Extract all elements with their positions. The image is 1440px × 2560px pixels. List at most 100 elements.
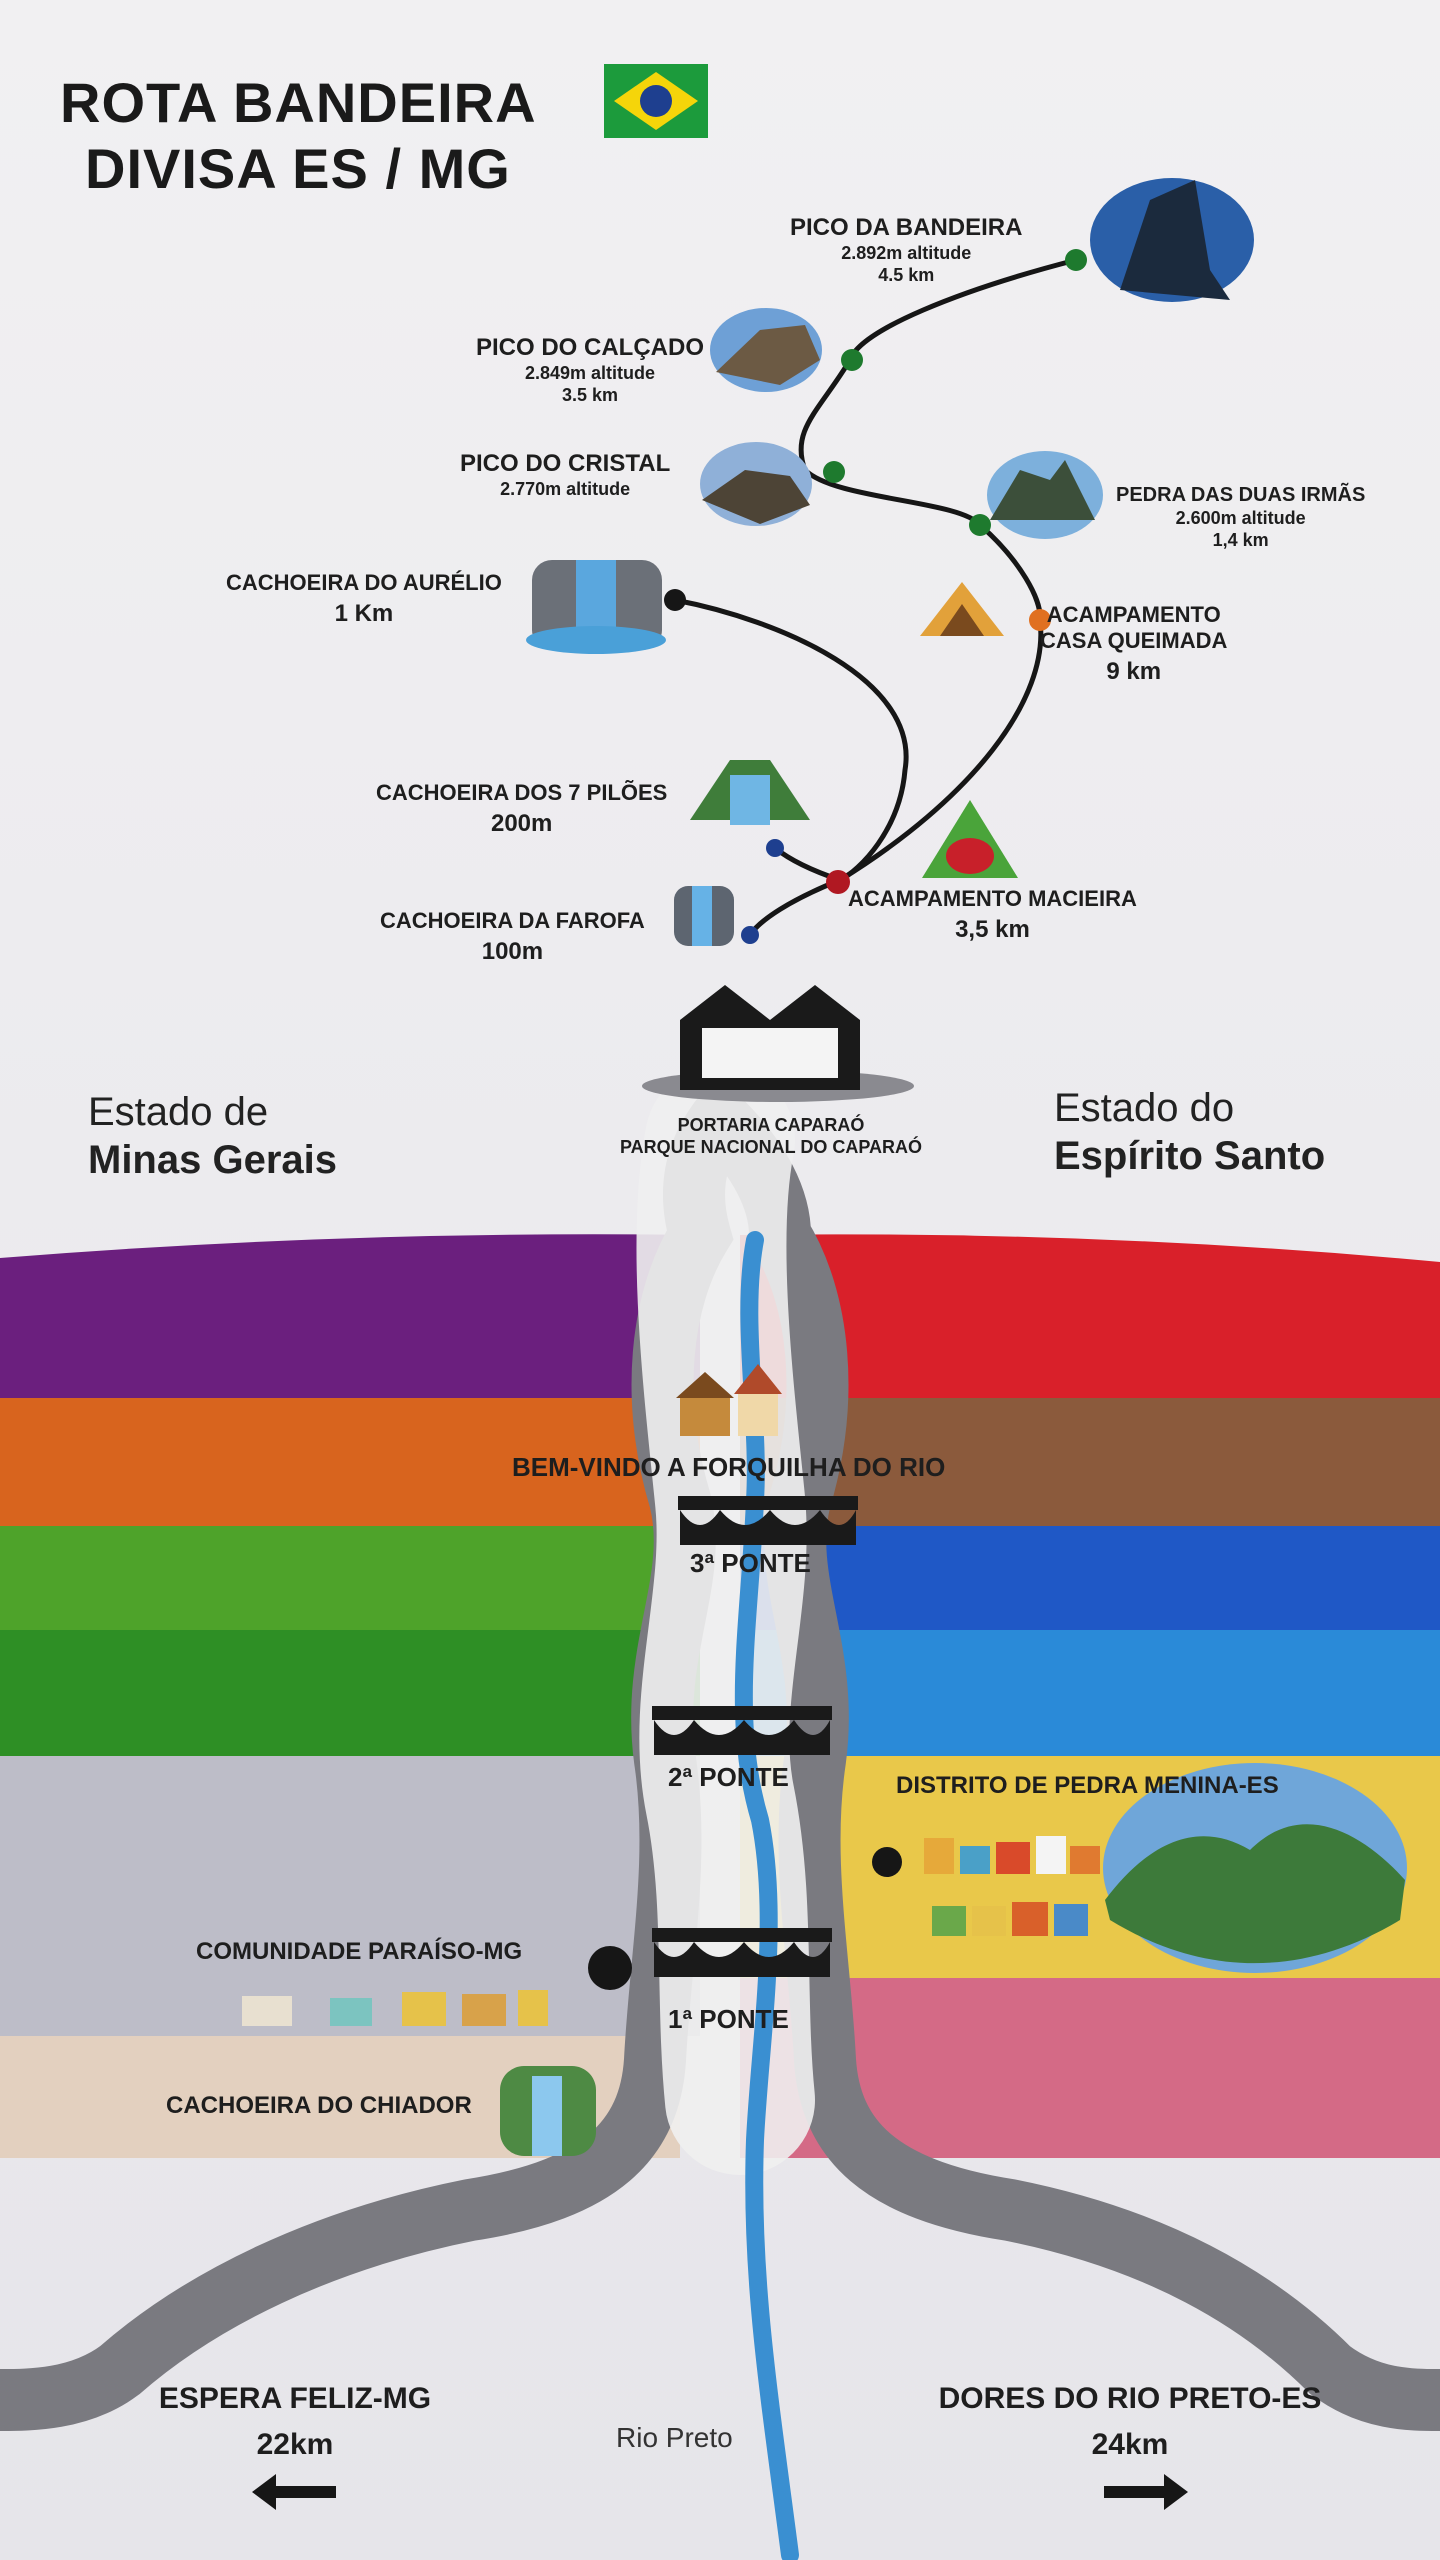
- cachoeira-farofa-name: CACHOEIRA DA FAROFA: [380, 908, 645, 933]
- brazil-flag-icon: [604, 64, 708, 138]
- point-casa-queimada: [1029, 609, 1051, 631]
- pico-bandeira-name: PICO DA BANDEIRA: [790, 214, 1023, 241]
- label-cachoeira-farofa: CACHOEIRA DA FAROFA 100m: [380, 908, 645, 966]
- state-espirito-santo: Estado do Espírito Santo: [1054, 1084, 1325, 1180]
- point-7-piloes: [766, 839, 784, 857]
- label-chiador: CACHOEIRA DO CHIADOR: [166, 2092, 472, 2119]
- point-macieira: [826, 870, 850, 894]
- band-es-red: [740, 1234, 1440, 1398]
- label-acampamento-casa-queimada: ACAMPAMENTO CASA QUEIMADA 9 km: [1040, 602, 1227, 686]
- waterfall-farofa-icon: [674, 886, 734, 946]
- state-minas-gerais: Estado de Minas Gerais: [88, 1088, 337, 1184]
- pico-calcado-alt: 2.849m altitude: [524, 363, 656, 383]
- paraiso-houses-icon: [242, 1990, 548, 2026]
- pico-cristal-name: PICO DO CRISTAL: [460, 450, 671, 477]
- cachoeira-7-piloes-dist: 200m: [490, 810, 553, 837]
- river-rio-preto: [734, 1231, 799, 2560]
- state-es-line1: Estado do: [1054, 1086, 1235, 1130]
- camping-macieira-icon: [922, 800, 1018, 878]
- band-mg-lightgreen: [0, 1526, 700, 1630]
- waterfall-aurelio-icon: [526, 560, 666, 654]
- band-mg-gray: [0, 1756, 700, 2036]
- acampamento-macieira-dist: 3,5 km: [955, 916, 1030, 943]
- label-portaria: PORTARIA CAPARAÓ PARQUE NACIONAL DO CAPA…: [620, 1114, 922, 1158]
- trail-casa-queimada: [838, 523, 1044, 883]
- bridge-3-icon: [678, 1496, 858, 1545]
- point-pico-calcado: [841, 349, 863, 371]
- photo-pedra-duas-irmas: [987, 451, 1103, 539]
- trail-points: [664, 249, 1087, 944]
- cachoeira-farofa-dist: 100m: [481, 938, 544, 965]
- point-pico-cristal: [823, 461, 845, 483]
- destination-dores-rio-preto: DORES DO RIO PRETO-ES 24km: [920, 2376, 1340, 2468]
- photo-pico-bandeira: [1090, 178, 1254, 302]
- state-mg-line1: Estado de: [88, 1090, 269, 1134]
- road-center: [636, 1065, 815, 2175]
- band-es-lightblue: [740, 1630, 1440, 1756]
- label-forquilha: BEM-VINDO A FORQUILHA DO RIO: [512, 1452, 946, 1482]
- point-farofa: [741, 926, 759, 944]
- label-acampamento-macieira: ACAMPAMENTO MACIEIRA 3,5 km: [848, 886, 1137, 944]
- pico-bandeira-alt: 2.892m altitude: [841, 243, 972, 263]
- portaria-building-icon: [642, 985, 914, 1102]
- label-pico-cristal: PICO DO CRISTAL 2.770m altitude: [460, 450, 670, 500]
- dores-rio-preto-name: DORES DO RIO PRETO-ES: [938, 2382, 1322, 2415]
- casa-queimada-line1: ACAMPAMENTO: [1046, 602, 1221, 627]
- point-pico-bandeira: [1065, 249, 1087, 271]
- espera-feliz-name: ESPERA FELIZ-MG: [158, 2382, 432, 2415]
- point-paraiso: [588, 1946, 632, 1990]
- trail-upper: [798, 257, 1077, 527]
- cachoeira-aurelio-dist: 1 Km: [334, 600, 394, 627]
- espera-feliz-dist: 22km: [256, 2428, 334, 2461]
- road-right-branch: [689, 1089, 1440, 2431]
- page-title: ROTA BANDEIRA DIVISA ES / MG: [60, 70, 537, 202]
- es-state-bands: [740, 1234, 1440, 2158]
- waterfall-chiador-icon: [500, 2066, 596, 2156]
- title-line-1: ROTA BANDEIRA: [60, 71, 537, 134]
- band-mg-orange: [0, 1398, 700, 1526]
- casa-queimada-line2: CASA QUEIMADA: [1040, 628, 1228, 653]
- label-rio-preto: Rio Preto: [616, 2422, 733, 2453]
- arrow-left-icon: [252, 2474, 336, 2510]
- cachoeira-aurelio-name: CACHOEIRA DO AURÉLIO: [226, 570, 502, 595]
- state-es-line2: Espírito Santo: [1054, 1134, 1326, 1178]
- pedra-duas-irmas-alt: 2.600m altitude: [1175, 508, 1306, 528]
- label-pedra-duas-irmas: PEDRA DAS DUAS IRMÃS 2.600m altitude 1,4…: [1116, 484, 1365, 551]
- camping-casa-queimada-icon: [920, 582, 1004, 636]
- dores-rio-preto-dist: 24km: [1091, 2428, 1169, 2461]
- point-pedra-duas-irmas: [969, 514, 991, 536]
- label-ponte-3: 3ª PONTE: [690, 1548, 811, 1578]
- band-mg-purple: [0, 1234, 700, 1398]
- pedra-duas-irmas-dist: 1,4 km: [1212, 530, 1269, 550]
- pico-bandeira-dist: 4.5 km: [878, 265, 935, 285]
- title-line-2: DIVISA ES / MG: [85, 137, 511, 200]
- point-aurelio: [664, 589, 686, 611]
- arrow-right-icon: [1104, 2474, 1188, 2510]
- mg-state-bands: [0, 1234, 700, 2158]
- label-pico-calcado: PICO DO CALÇADO 2.849m altitude 3.5 km: [476, 334, 704, 406]
- photo-pico-cristal: [700, 442, 812, 526]
- label-ponte-1: 1ª PONTE: [668, 2004, 789, 2034]
- pico-calcado-dist: 3.5 km: [561, 385, 619, 405]
- trail-aurelio: [674, 597, 909, 883]
- cachoeira-7-piloes-name: CACHOEIRA DOS 7 PILÕES: [376, 780, 668, 805]
- acampamento-macieira-name: ACAMPAMENTO MACIEIRA: [848, 886, 1137, 911]
- label-pico-bandeira: PICO DA BANDEIRA 2.892m altitude 4.5 km: [790, 214, 1022, 286]
- label-cachoeira-aurelio: CACHOEIRA DO AURÉLIO 1 Km: [226, 570, 502, 628]
- label-ponte-2: 2ª PONTE: [668, 1762, 789, 1792]
- photo-pico-calcado: [710, 308, 822, 392]
- band-es-blue: [740, 1526, 1440, 1630]
- pedra-menina-houses-icon: [924, 1836, 1100, 1936]
- point-pedra-menina: [872, 1847, 902, 1877]
- label-paraiso: COMUNIDADE PARAÍSO-MG: [196, 1938, 523, 1965]
- photo-pedra-menina: [1103, 1763, 1407, 1973]
- bridge-1-icon: [652, 1928, 832, 1977]
- portaria-line2: PARQUE NACIONAL DO CAPARAÓ: [620, 1137, 923, 1157]
- state-mg-line2: Minas Gerais: [88, 1138, 338, 1182]
- destination-espera-feliz: ESPERA FELIZ-MG 22km: [140, 2376, 450, 2468]
- pico-calcado-name: PICO DO CALÇADO: [476, 334, 704, 361]
- label-pedra-menina: DISTRITO DE PEDRA MENINA-ES: [896, 1772, 1279, 1799]
- pedra-duas-irmas-name: PEDRA DAS DUAS IRMÃS: [1116, 484, 1366, 506]
- label-cachoeira-7-piloes: CACHOEIRA DOS 7 PILÕES 200m: [376, 780, 667, 838]
